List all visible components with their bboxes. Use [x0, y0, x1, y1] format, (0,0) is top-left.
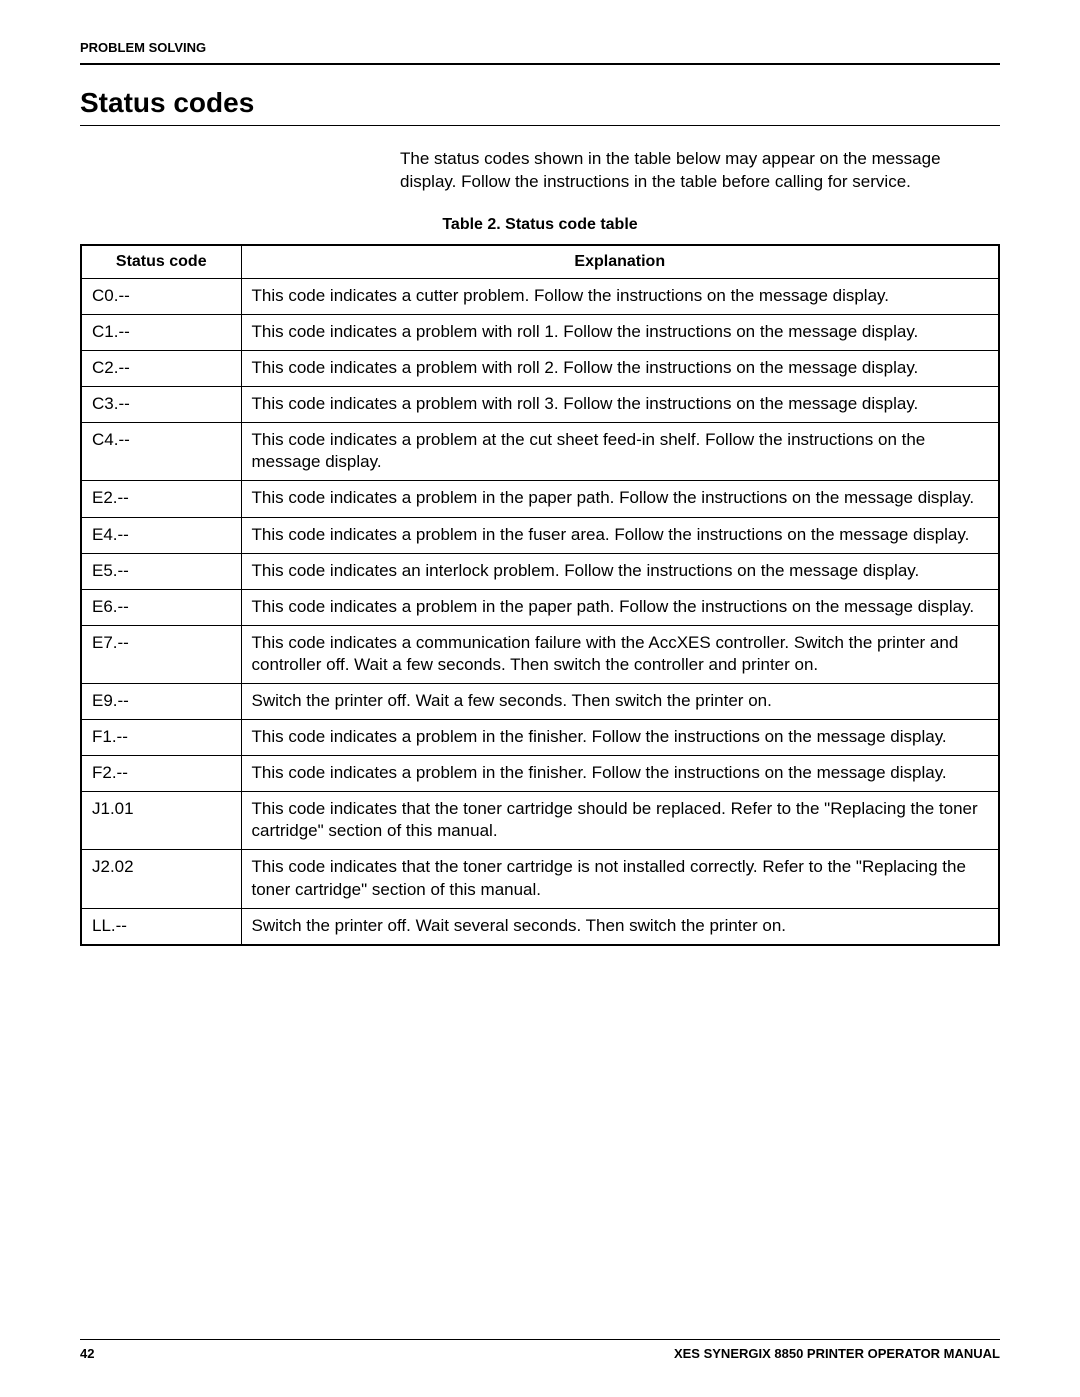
status-code-cell: C3.--	[81, 387, 241, 423]
explanation-cell: This code indicates a communication fail…	[241, 625, 999, 683]
table-row: C2.--This code indicates a problem with …	[81, 351, 999, 387]
explanation-cell: This code indicates a problem in the pap…	[241, 481, 999, 517]
section-title: Status codes	[80, 83, 1000, 125]
status-code-cell: C4.--	[81, 423, 241, 481]
status-code-cell: F2.--	[81, 756, 241, 792]
explanation-cell: This code indicates a problem in the pap…	[241, 589, 999, 625]
title-rule-bottom	[80, 125, 1000, 126]
status-code-cell: E5.--	[81, 553, 241, 589]
table-row: F2.--This code indicates a problem in th…	[81, 756, 999, 792]
table-row: E7.--This code indicates a communication…	[81, 625, 999, 683]
status-code-cell: E4.--	[81, 517, 241, 553]
explanation-cell: This code indicates a problem in the fin…	[241, 756, 999, 792]
table-caption: Table 2. Status code table	[80, 216, 1000, 234]
status-code-cell: E6.--	[81, 589, 241, 625]
status-code-cell: LL.--	[81, 908, 241, 945]
status-code-cell: C2.--	[81, 351, 241, 387]
table-row: J1.01This code indicates that the toner …	[81, 792, 999, 850]
explanation-cell: This code indicates a problem in the fus…	[241, 517, 999, 553]
status-code-cell: F1.--	[81, 720, 241, 756]
intro-paragraph: The status codes shown in the table belo…	[400, 148, 990, 194]
table-header-code: Status code	[81, 245, 241, 279]
explanation-cell: This code indicates a problem in the fin…	[241, 720, 999, 756]
header-section-label: PROBLEM SOLVING	[80, 40, 1000, 55]
footer-rule	[80, 1339, 1000, 1340]
page-number: 42	[80, 1346, 94, 1361]
status-code-cell: J2.02	[81, 850, 241, 908]
status-code-table: Status code Explanation C0.--This code i…	[80, 244, 1000, 946]
explanation-cell: This code indicates that the toner cartr…	[241, 850, 999, 908]
status-code-cell: E2.--	[81, 481, 241, 517]
status-code-cell: C1.--	[81, 314, 241, 350]
table-row: E2.--This code indicates a problem in th…	[81, 481, 999, 517]
table-row: C0.--This code indicates a cutter proble…	[81, 278, 999, 314]
manual-title: XES SYNERGIX 8850 PRINTER OPERATOR MANUA…	[674, 1346, 1000, 1361]
explanation-cell: This code indicates a cutter problem. Fo…	[241, 278, 999, 314]
status-code-cell: J1.01	[81, 792, 241, 850]
table-row: J2.02This code indicates that the toner …	[81, 850, 999, 908]
table-header-row: Status code Explanation	[81, 245, 999, 279]
status-code-cell: E7.--	[81, 625, 241, 683]
table-row: F1.--This code indicates a problem in th…	[81, 720, 999, 756]
table-row: C1.--This code indicates a problem with …	[81, 314, 999, 350]
table-row: LL.--Switch the printer off. Wait severa…	[81, 908, 999, 945]
explanation-cell: This code indicates an interlock problem…	[241, 553, 999, 589]
explanation-cell: This code indicates a problem with roll …	[241, 351, 999, 387]
table-row: C4.--This code indicates a problem at th…	[81, 423, 999, 481]
table-row: E5.--This code indicates an interlock pr…	[81, 553, 999, 589]
explanation-cell: This code indicates a problem at the cut…	[241, 423, 999, 481]
status-code-cell: C0.--	[81, 278, 241, 314]
table-row: C3.--This code indicates a problem with …	[81, 387, 999, 423]
explanation-cell: This code indicates a problem with roll …	[241, 314, 999, 350]
table-header-explanation: Explanation	[241, 245, 999, 279]
explanation-cell: Switch the printer off. Wait several sec…	[241, 908, 999, 945]
page-container: PROBLEM SOLVING Status codes The status …	[0, 0, 1080, 1397]
explanation-cell: Switch the printer off. Wait a few secon…	[241, 684, 999, 720]
page-footer: 42 XES SYNERGIX 8850 PRINTER OPERATOR MA…	[80, 1339, 1000, 1361]
table-row: E6.--This code indicates a problem in th…	[81, 589, 999, 625]
status-code-cell: E9.--	[81, 684, 241, 720]
explanation-cell: This code indicates that the toner cartr…	[241, 792, 999, 850]
table-row: E9.--Switch the printer off. Wait a few …	[81, 684, 999, 720]
explanation-cell: This code indicates a problem with roll …	[241, 387, 999, 423]
header-rule	[80, 63, 1000, 65]
table-row: E4.--This code indicates a problem in th…	[81, 517, 999, 553]
